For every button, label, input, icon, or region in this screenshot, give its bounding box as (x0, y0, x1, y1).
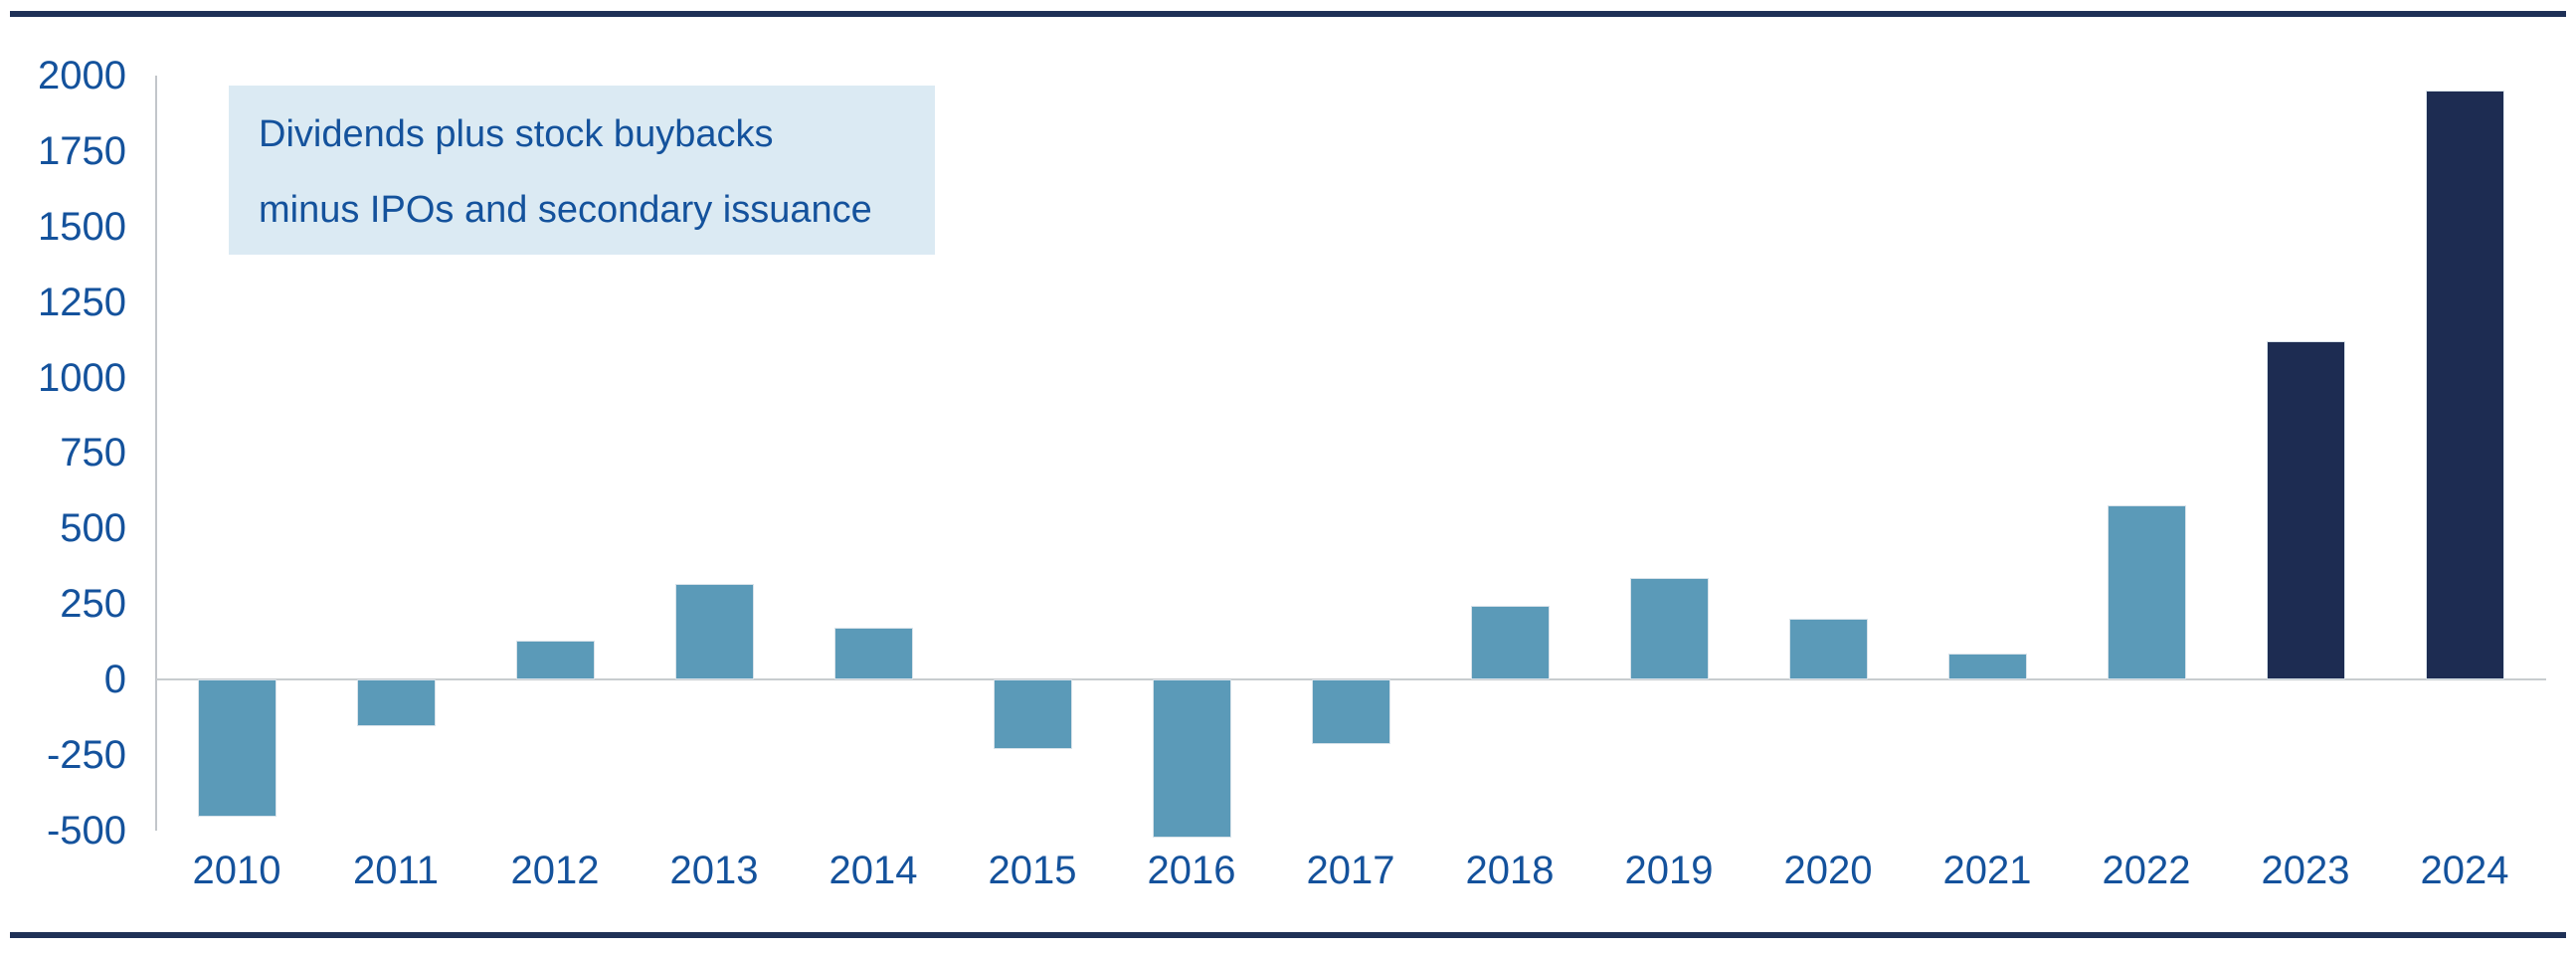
y-tick-label-750: 750 (60, 431, 126, 476)
y-tick-label-250: 250 (60, 582, 126, 627)
bar-2015 (993, 679, 1072, 749)
x-tick-label-2017: 2017 (1306, 849, 1395, 892)
bar-2022 (2107, 505, 2186, 679)
bar-2021 (1947, 654, 2027, 679)
bar-2017 (1311, 679, 1390, 745)
x-tick-label-2022: 2022 (2102, 849, 2191, 892)
bar-2019 (1629, 578, 1709, 679)
y-tick-label-1000: 1000 (38, 355, 126, 400)
y-tick-label-1750: 1750 (38, 128, 126, 173)
bar-2018 (1470, 605, 1550, 679)
bar-2013 (674, 584, 754, 679)
y-tick-label-0: 0 (103, 658, 126, 701)
x-tick-label-2018: 2018 (1465, 849, 1555, 892)
bar-2024 (2425, 91, 2504, 679)
bar-2012 (515, 640, 595, 679)
x-tick-label-2014: 2014 (828, 849, 918, 892)
annotation-line-1: Dividends plus stock buybacks (259, 113, 774, 155)
x-tick-label-2010: 2010 (192, 849, 281, 892)
annotation-line-2: minus IPOs and secondary issuance (259, 189, 872, 231)
bar-2023 (2266, 341, 2345, 679)
bar-2011 (356, 679, 436, 727)
y-axis-line (155, 76, 157, 831)
x-tick-label-2019: 2019 (1624, 849, 1714, 892)
x-tick-label-2023: 2023 (2261, 849, 2350, 892)
x-tick-label-2012: 2012 (510, 849, 600, 892)
bar-2016 (1152, 679, 1231, 839)
x-tick-label-2024: 2024 (2420, 849, 2509, 892)
y-tick-label--250: -250 (46, 732, 126, 777)
y-tick-label-500: 500 (60, 506, 126, 551)
y-tick-label-1250: 1250 (38, 280, 126, 324)
chart-annotation-box: Dividends plus stock buybacks minus IPOs… (229, 86, 935, 255)
bottom-divider-rule (10, 932, 2566, 938)
bar-2020 (1788, 619, 1868, 679)
x-tick-label-2020: 2020 (1783, 849, 1873, 892)
y-tick-label-1500: 1500 (38, 204, 126, 249)
x-tick-label-2013: 2013 (669, 849, 759, 892)
x-tick-label-2016: 2016 (1147, 849, 1236, 892)
x-tick-label-2021: 2021 (1942, 849, 2032, 892)
bar-2014 (833, 628, 913, 679)
x-tick-label-2015: 2015 (988, 849, 1077, 892)
top-divider-rule (10, 11, 2566, 17)
y-tick-label--500: -500 (46, 808, 126, 853)
x-tick-label-2011: 2011 (352, 849, 439, 892)
y-tick-label-2000: 2000 (38, 54, 126, 97)
bar-2010 (197, 679, 276, 818)
